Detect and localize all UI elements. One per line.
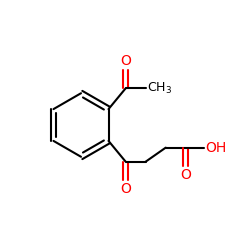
Text: O: O (120, 182, 131, 196)
Text: OH: OH (205, 141, 226, 155)
Text: CH$_3$: CH$_3$ (147, 81, 172, 96)
Text: O: O (120, 54, 131, 68)
Text: O: O (180, 168, 191, 182)
